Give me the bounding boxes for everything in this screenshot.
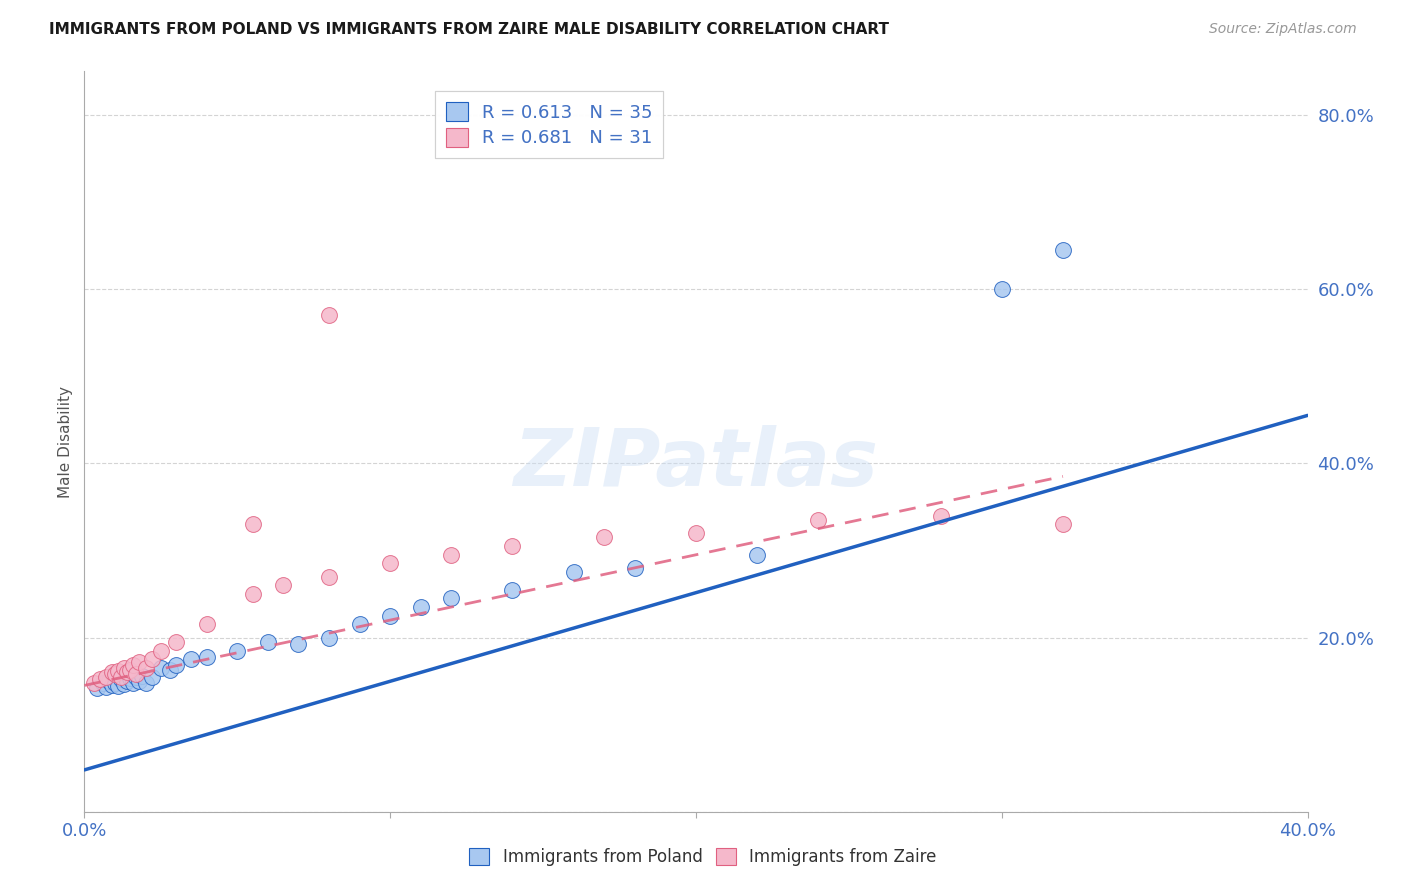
Point: [226, 643, 249, 657]
Point: [135, 675, 157, 690]
Point: [271, 578, 294, 592]
Point: [115, 665, 138, 680]
Y-axis label: Male Disability: Male Disability: [58, 385, 73, 498]
Point: [107, 679, 129, 693]
Text: IMMIGRANTS FROM POLAND VS IMMIGRANTS FROM ZAIRE MALE DISABILITY CORRELATION CHAR: IMMIGRANTS FROM POLAND VS IMMIGRANTS FRO…: [49, 22, 889, 37]
Point: [929, 508, 952, 523]
Point: [807, 513, 830, 527]
Point: [159, 663, 181, 677]
Point: [593, 530, 616, 544]
Point: [409, 600, 432, 615]
Point: [97, 674, 120, 689]
Point: [165, 635, 187, 649]
Point: [165, 658, 187, 673]
Point: [91, 675, 114, 690]
Point: [115, 674, 138, 689]
Point: [349, 617, 371, 632]
Point: [257, 635, 280, 649]
Point: [128, 674, 150, 689]
Point: [120, 672, 142, 686]
Point: [141, 670, 163, 684]
Point: [125, 670, 148, 684]
Point: [440, 548, 463, 562]
Point: [141, 652, 163, 666]
Point: [624, 561, 647, 575]
Point: [242, 517, 264, 532]
Point: [195, 617, 218, 632]
Point: [86, 681, 108, 695]
Legend: R = 0.613   N = 35, R = 0.681   N = 31: R = 0.613 N = 35, R = 0.681 N = 31: [434, 92, 664, 158]
Point: [242, 587, 264, 601]
Point: [502, 582, 524, 597]
Point: [110, 670, 132, 684]
Point: [380, 557, 402, 571]
Point: [502, 539, 524, 553]
Point: [318, 569, 340, 583]
Point: [1052, 517, 1074, 532]
Point: [135, 661, 157, 675]
Point: [104, 667, 127, 681]
Point: [89, 673, 111, 687]
Point: [131, 669, 153, 683]
Point: [94, 670, 117, 684]
Point: [318, 308, 340, 322]
Point: [287, 638, 309, 652]
Point: [318, 631, 340, 645]
Point: [149, 661, 172, 675]
Point: [149, 643, 172, 657]
Point: [380, 608, 402, 623]
Point: [685, 526, 707, 541]
Point: [1052, 243, 1074, 257]
Point: [101, 665, 124, 680]
Point: [122, 658, 145, 673]
Point: [440, 591, 463, 606]
Point: [562, 565, 585, 579]
Point: [83, 675, 105, 690]
Point: [747, 548, 769, 562]
Point: [112, 676, 135, 690]
Point: [125, 667, 148, 681]
Point: [112, 661, 135, 675]
Legend: Immigrants from Poland, Immigrants from Zaire: Immigrants from Poland, Immigrants from …: [461, 840, 945, 875]
Point: [101, 678, 124, 692]
Point: [128, 655, 150, 669]
Point: [122, 675, 145, 690]
Point: [107, 664, 129, 678]
Point: [195, 649, 218, 664]
Point: [110, 673, 132, 687]
Text: Source: ZipAtlas.com: Source: ZipAtlas.com: [1209, 22, 1357, 37]
Text: ZIPatlas: ZIPatlas: [513, 425, 879, 503]
Point: [120, 663, 142, 677]
Point: [991, 282, 1014, 296]
Point: [94, 680, 117, 694]
Point: [180, 652, 202, 666]
Point: [104, 675, 127, 690]
